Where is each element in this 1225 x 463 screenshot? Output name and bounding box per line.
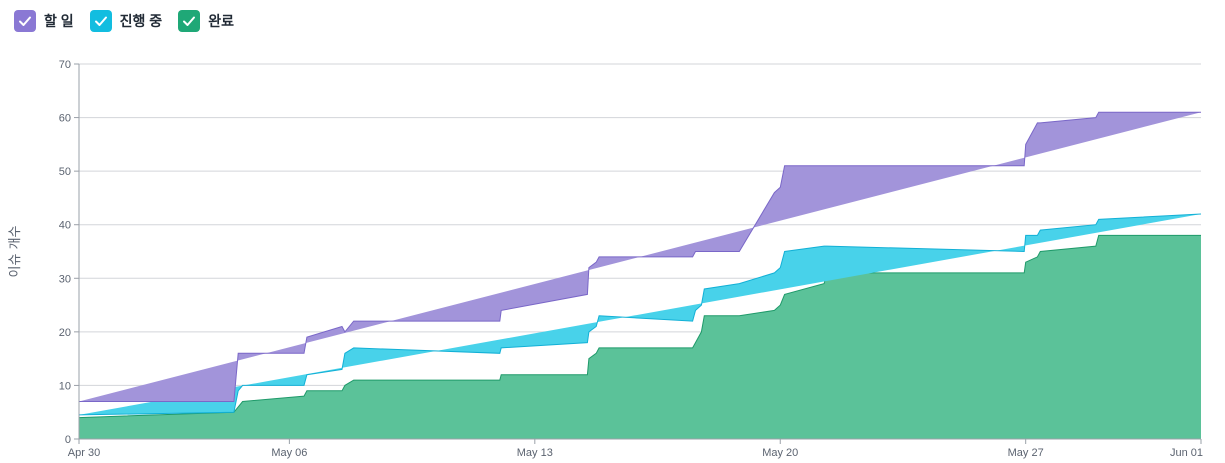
legend-label-done: 완료 [208,13,234,29]
x-tick-label: May 06 [271,447,307,459]
checkbox-checked-icon[interactable] [14,10,36,32]
chart-legend: 할 일 진행 중 완료 [14,10,234,32]
y-tick-label: 50 [59,166,71,178]
chart-areas [78,111,1202,439]
y-tick-label: 60 [59,113,71,125]
chart-axes: 0 10 20 30 40 50 60 70 Apr 30 May 06 May 13 May 20 M… [59,59,1203,459]
series-area-0 [79,235,1201,439]
legend-label-todo: 할 일 [44,13,74,29]
checkbox-checked-icon[interactable] [89,10,112,32]
series-line-0 [78,234,1201,419]
y-tick-label: 30 [59,273,71,285]
legend-item-done[interactable]: 완료 [178,10,234,32]
legend-item-in-progress[interactable]: 진행 중 [89,10,163,32]
x-tick-label: May 27 [1008,447,1044,459]
y-tick-label: 0 [65,434,71,446]
y-tick-label: 70 [59,59,71,71]
checkbox-checked-icon[interactable] [178,10,201,32]
y-tick-label: 20 [59,327,71,339]
series-area-2 [79,112,1201,402]
series-line-2 [79,111,1201,402]
x-tick-label: Jun 01 [1170,447,1203,459]
series-area-1 [79,214,1201,415]
y-tick-label: 40 [59,220,71,232]
legend-item-todo[interactable]: 할 일 [14,10,74,32]
x-tick-label: May 13 [517,447,553,459]
y-tick-label: 10 [59,380,71,392]
x-tick-label: May 20 [762,447,798,459]
x-tick-label: Apr 30 [68,447,100,459]
series-line-1 [78,213,1202,416]
y-axis-title: 이슈 개수 [8,225,23,277]
legend-label-in-progress: 진행 중 [119,13,163,29]
